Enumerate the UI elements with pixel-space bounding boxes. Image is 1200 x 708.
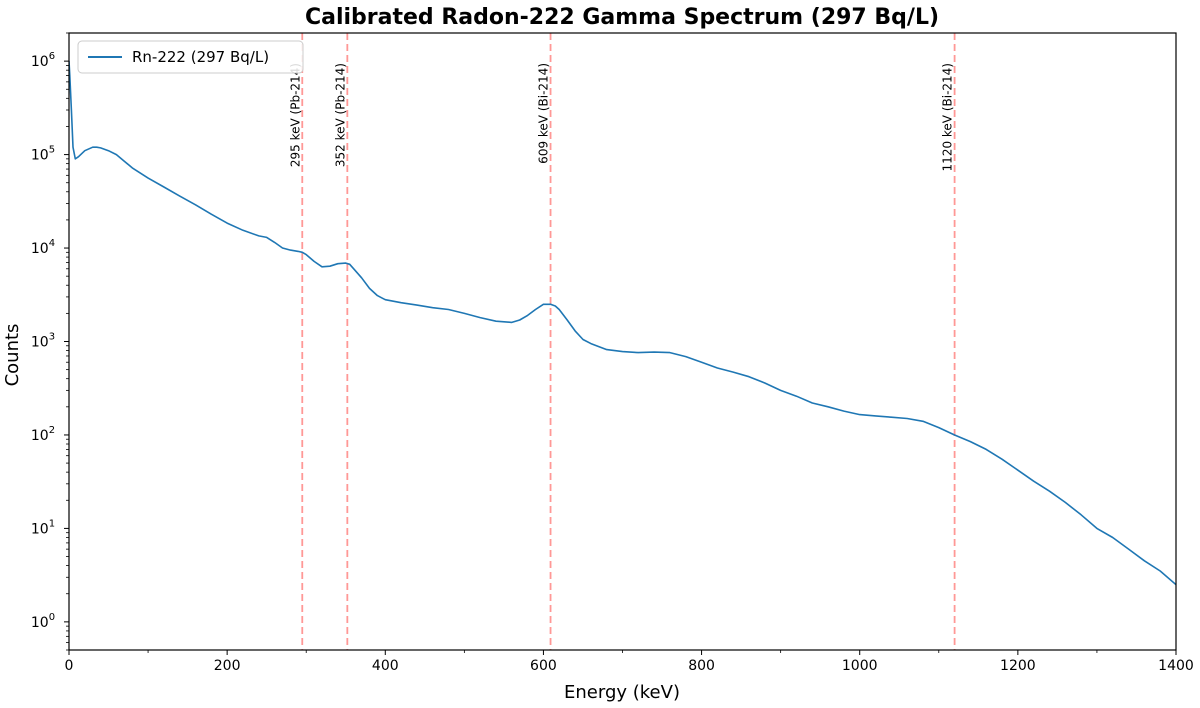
x-tick-label: 600 bbox=[530, 658, 557, 674]
y-axis-ticks: 100 101 102 103 104 105 106 bbox=[31, 32, 69, 651]
x-axis-label: Energy (keV) bbox=[564, 682, 680, 703]
annotation-label: 295 keV (Pb-214) bbox=[288, 63, 302, 167]
y-tick-label: 101 bbox=[31, 518, 55, 537]
x-axis-ticks: 0 200 400 600 800 1000 1200 1400 bbox=[65, 650, 1194, 674]
legend-box bbox=[77, 40, 304, 74]
legend: Rn-222 (297 Bq/L) bbox=[77, 40, 304, 74]
y-tick-label: 103 bbox=[31, 332, 55, 351]
x-tick-label: 1200 bbox=[1000, 658, 1036, 674]
x-tick-label: 1000 bbox=[842, 658, 878, 674]
y-tick-label: 100 bbox=[31, 612, 55, 631]
annotation-label: 1120 keV (Bi-214) bbox=[941, 63, 955, 171]
annotation-layer: 295 keV (Pb-214) 352 keV (Pb-214) 609 keV … bbox=[288, 33, 956, 650]
x-tick-label: 400 bbox=[372, 658, 399, 674]
y-tick-label: 104 bbox=[31, 238, 55, 257]
plot-frame bbox=[68, 32, 1177, 651]
series-layer bbox=[69, 61, 1176, 586]
chart-title: Calibrated Radon-222 Gamma Spectrum (297… bbox=[305, 5, 939, 30]
y-tick-label: 102 bbox=[31, 425, 55, 444]
series-line bbox=[69, 61, 1176, 586]
x-tick-label: 0 bbox=[65, 658, 74, 674]
x-tick-label: 800 bbox=[688, 658, 715, 674]
x-tick-label: 1400 bbox=[1158, 658, 1194, 674]
x-tick-label: 200 bbox=[214, 658, 241, 674]
y-axis-label: Counts bbox=[2, 324, 23, 387]
legend-label: Rn-222 (297 Bq/L) bbox=[132, 48, 269, 66]
annotation-label: 609 keV (Bi-214) bbox=[537, 63, 551, 164]
y-tick-label: 106 bbox=[31, 51, 55, 70]
y-tick-label: 105 bbox=[31, 145, 55, 164]
annotation-label: 352 keV (Pb-214) bbox=[333, 63, 347, 167]
